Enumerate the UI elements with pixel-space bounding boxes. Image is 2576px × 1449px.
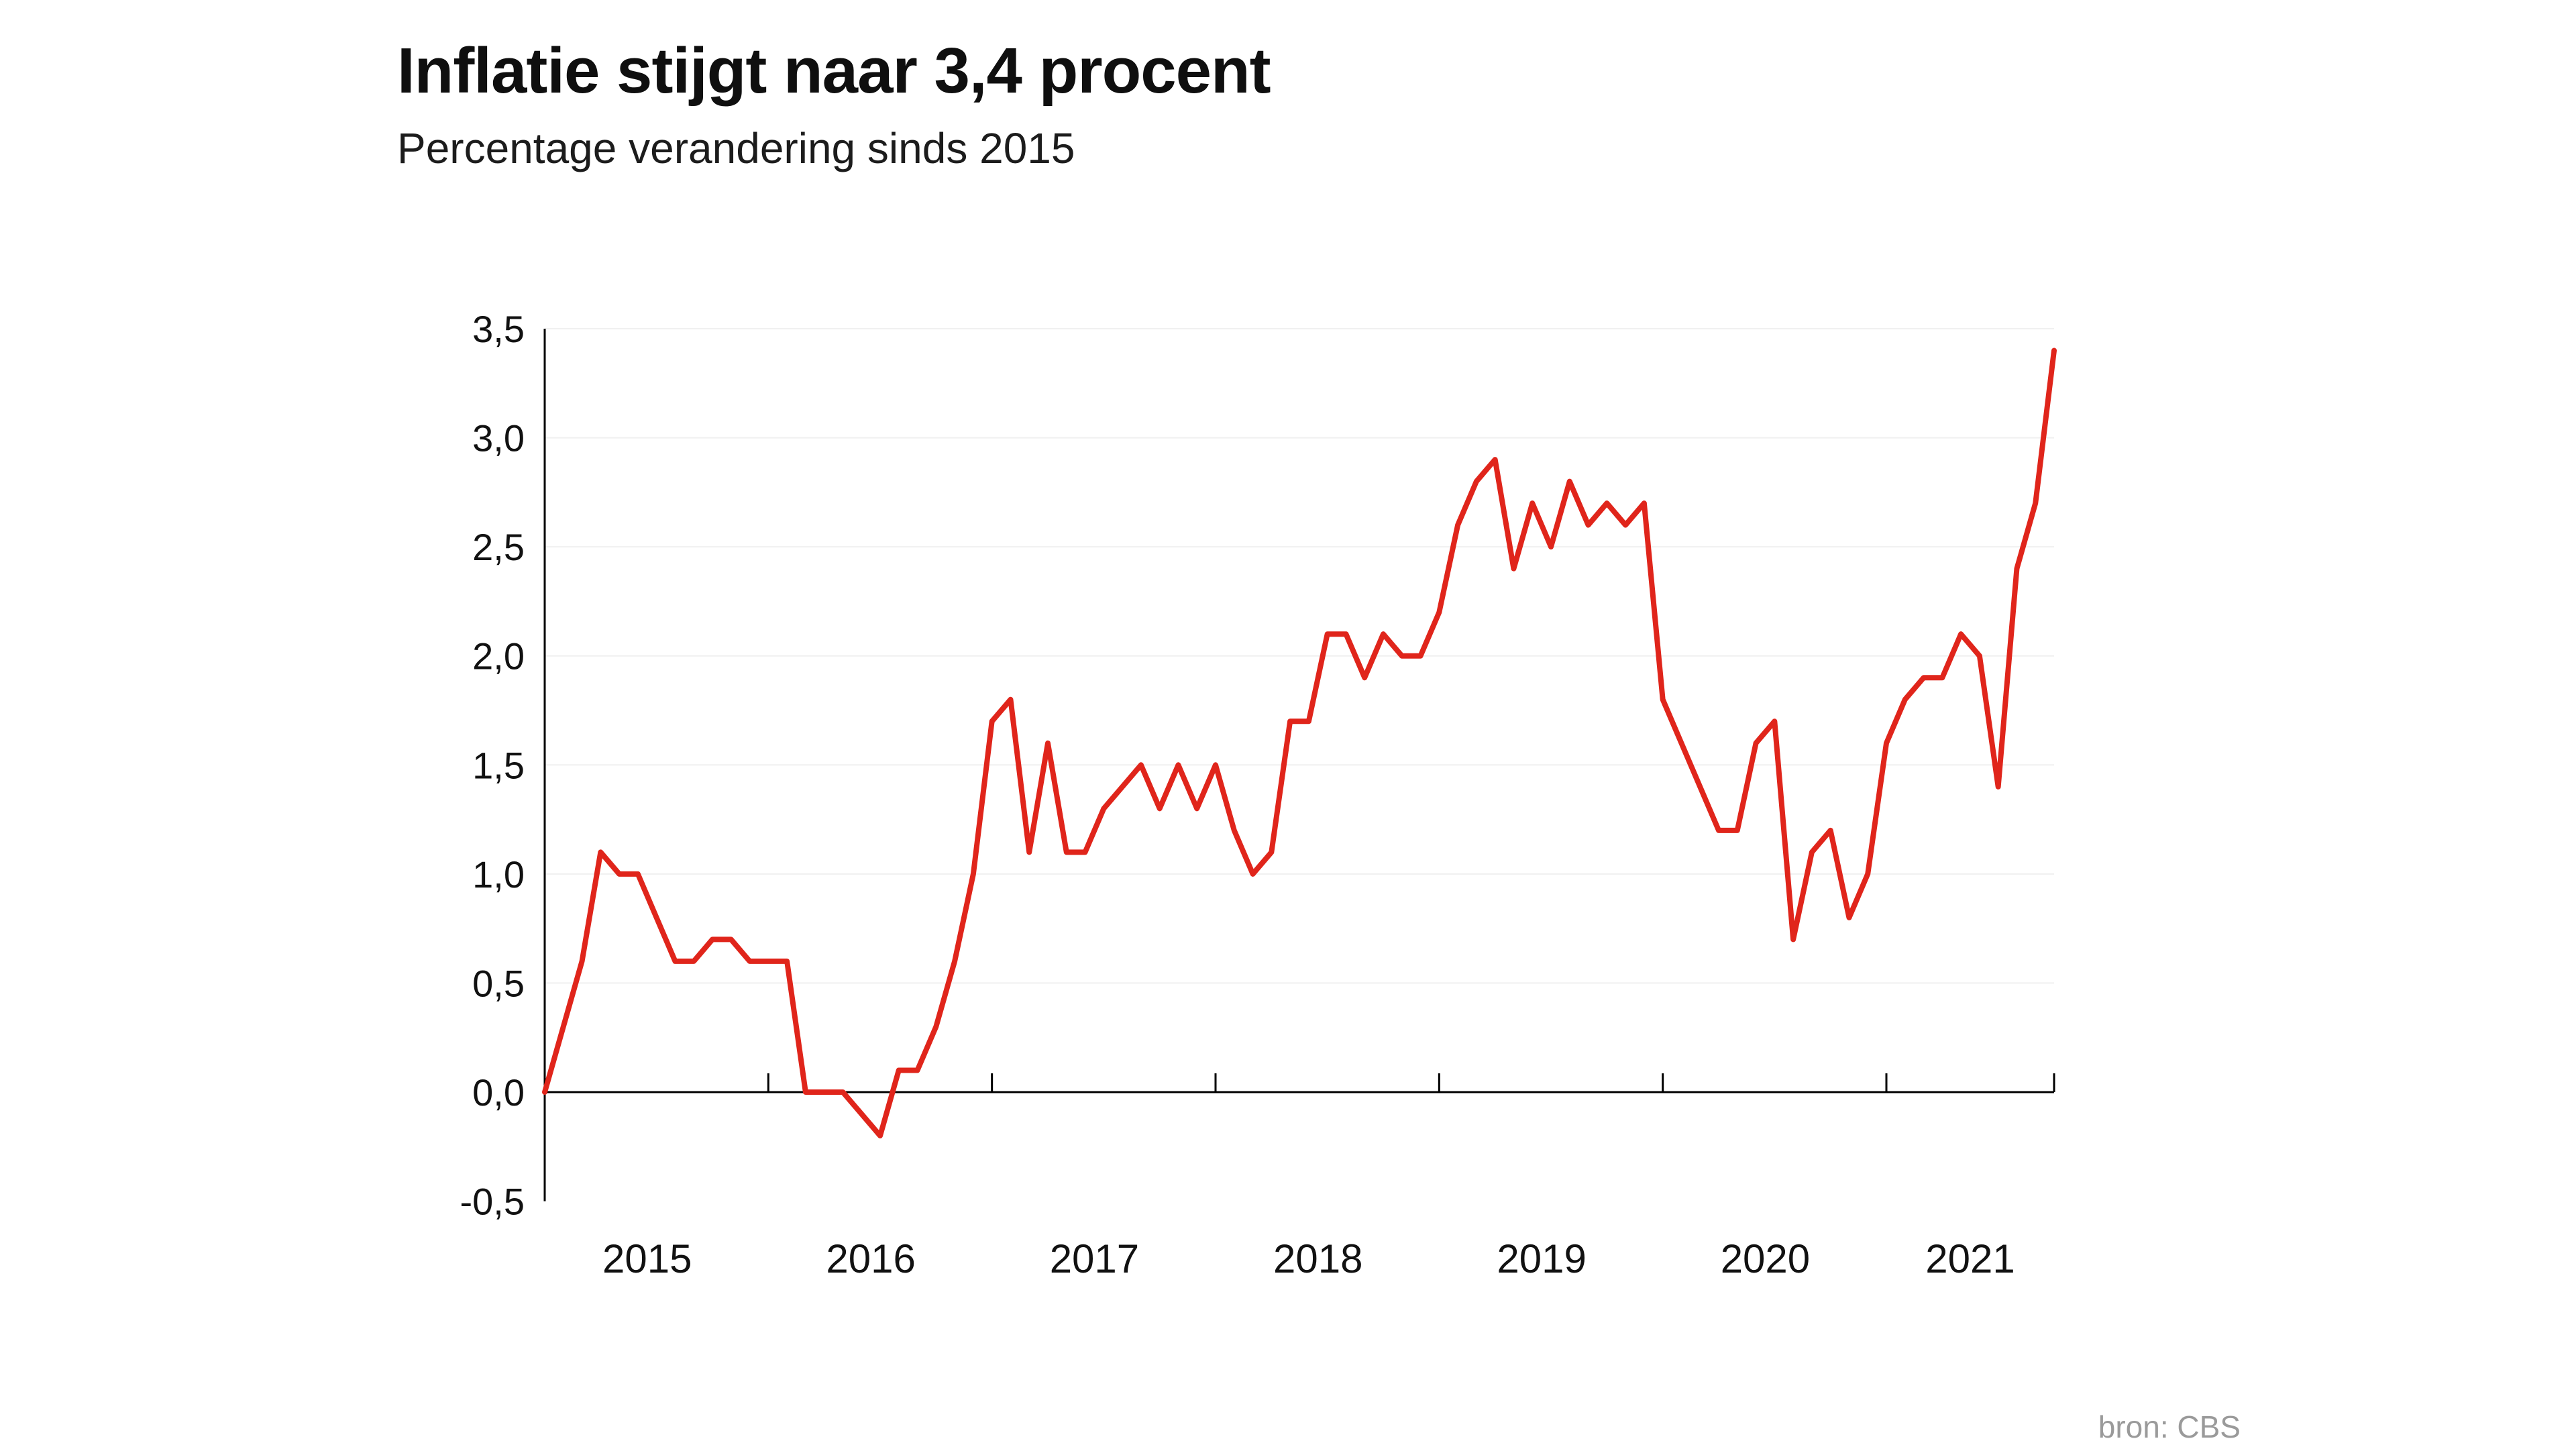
y-axis-label: 1,0: [472, 853, 525, 896]
y-axis-label: 3,5: [472, 308, 525, 350]
x-axis-year-label: 2017: [1050, 1236, 1139, 1281]
chart-title: Inflatie stijgt naar 3,4 procent: [397, 35, 1271, 107]
source-label: bron: CBS: [2098, 1409, 2241, 1444]
y-axis-label: 1,5: [472, 744, 525, 786]
y-axis-label: 3,0: [472, 417, 525, 460]
chart-subtitle: Percentage verandering sinds 2015: [397, 123, 1075, 172]
x-axis-year-label: 2019: [1497, 1236, 1586, 1281]
inflation-line: [542, 347, 2057, 1139]
x-axis-year-label: 2016: [826, 1236, 915, 1281]
x-axis-year-label: 2021: [1925, 1236, 2015, 1281]
x-axis-year-label: 2020: [1721, 1236, 1810, 1281]
y-axis-label: 0,0: [472, 1071, 525, 1114]
chart-header: Inflatie stijgt naar 3,4 procent Percent…: [397, 35, 1271, 172]
y-axis-label: -0,5: [460, 1181, 525, 1223]
x-axis-year-label: 2018: [1273, 1236, 1362, 1281]
y-axis-label: 0,5: [472, 962, 525, 1004]
y-axis-label: 2,5: [472, 526, 525, 568]
y-axis-label: 2,0: [472, 635, 525, 678]
x-axis-year-label: 2015: [602, 1236, 692, 1281]
